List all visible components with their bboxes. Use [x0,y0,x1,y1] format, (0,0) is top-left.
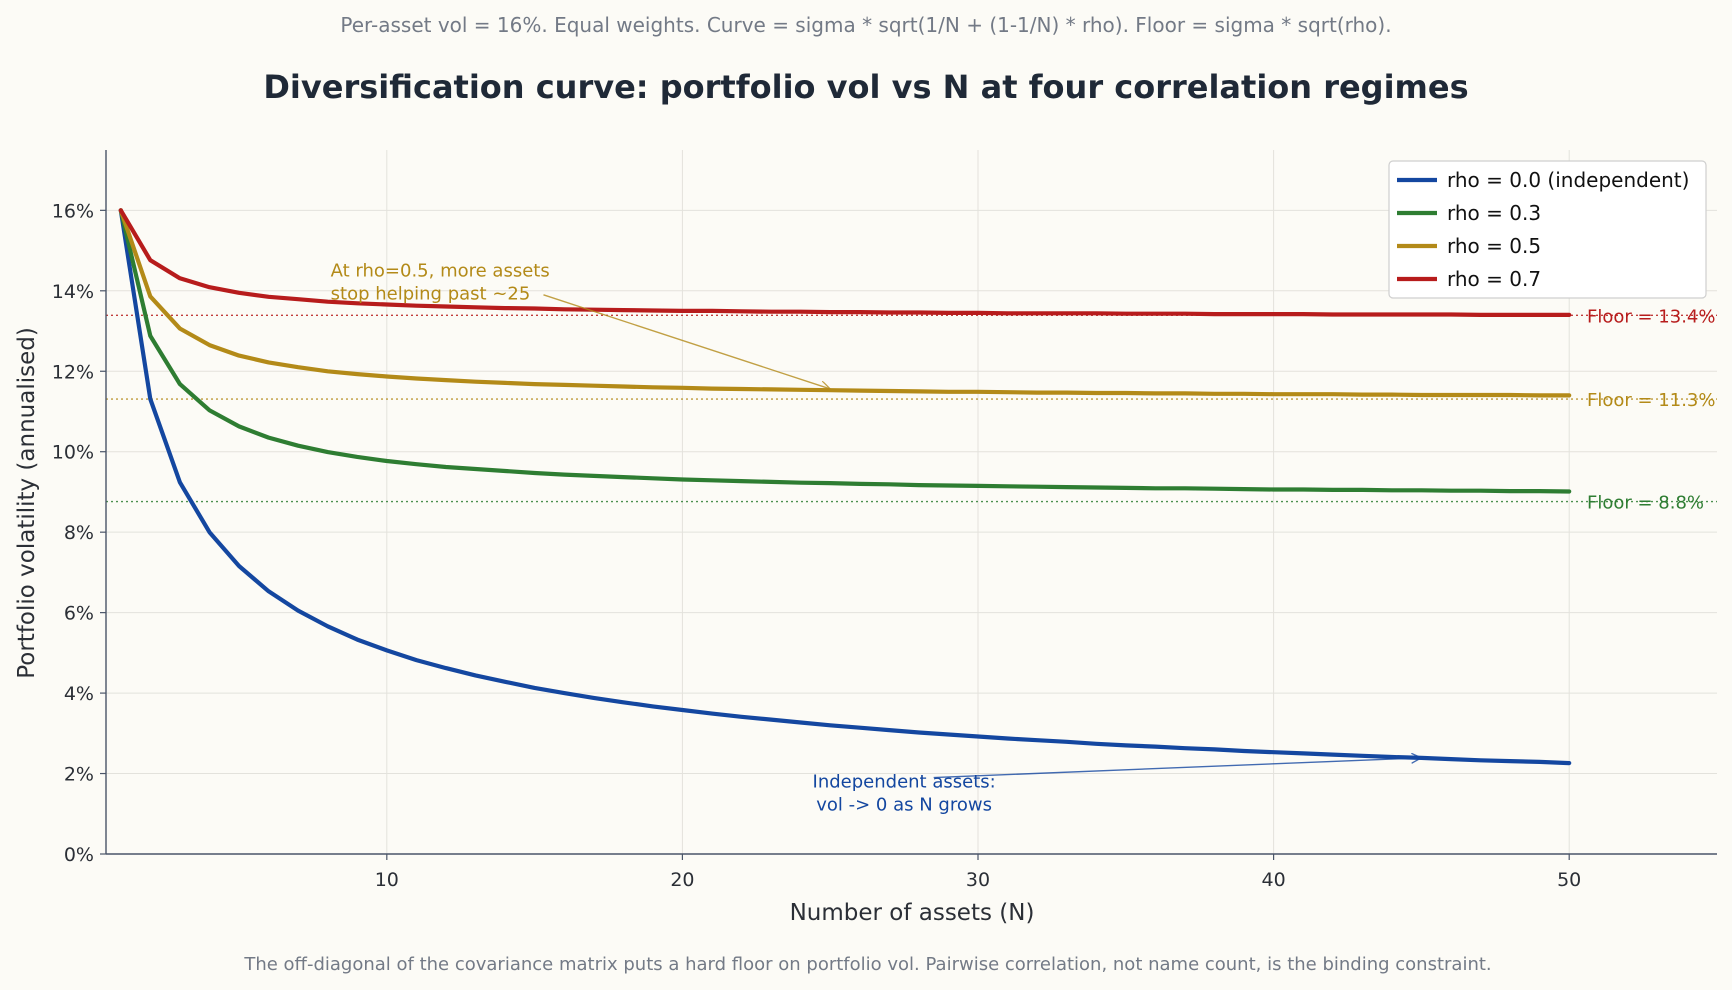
x-tick-label: 20 [670,869,694,891]
y-axis-label: Portfolio volatility (annualised) [14,327,40,679]
y-tick-label: 8% [64,522,94,544]
series-lines [118,208,1572,766]
floor-label: Floor = 8.8% [1587,493,1704,514]
floor-label: Floor = 13.4% [1587,306,1716,327]
annotation-arrow [933,758,1422,779]
legend-label: rho = 0.5 [1447,234,1541,258]
y-tick-label: 10% [52,442,94,464]
y-tick-label: 6% [64,603,94,625]
legend-label: rho = 0.0 (independent) [1447,168,1689,192]
x-axis-label: Number of assets (N) [790,900,1035,926]
y-tick-label: 14% [52,281,94,303]
annotation-text: At rho=0.5, more assets [331,261,550,282]
series-line [118,208,1572,398]
y-tick-label: 16% [52,200,94,222]
legend-label: rho = 0.7 [1447,267,1541,291]
floor-lines: Floor = 8.8% Floor = 11.3% Floor = 13.4% [106,306,1717,514]
y-tick-label: 0% [64,844,94,866]
series-line [118,208,1572,317]
legend-label: rho = 0.3 [1447,201,1541,225]
legend: rho = 0.0 (independent) rho = 0.3 rho = 0.… [1388,160,1707,299]
y-tick-label: 12% [52,361,94,383]
series-line [118,208,1572,494]
chart-subtitle: Per-asset vol = 16%. Equal weights. Curv… [340,13,1391,37]
chart-footer: The off-diagonal of the covariance matri… [243,954,1491,975]
annotation-text: vol -> 0 as N grows [816,795,992,816]
x-tick-label: 10 [375,869,399,891]
x-tick-label: 30 [966,869,990,891]
legend-box [1388,160,1707,299]
axes: 10 20 30 40 50 0% 2% 4% 6% 8% 10% 12% 14% 16% [52,150,1717,891]
series-line [118,208,1572,766]
x-tick-label: 40 [1262,869,1286,891]
y-tick-label: 2% [64,764,94,786]
annotation-text: Independent assets: [813,772,996,793]
y-tick-label: 4% [64,683,94,705]
x-tick-label: 50 [1557,869,1581,891]
annotation-arrow [543,294,830,389]
floor-label: Floor = 11.3% [1587,390,1716,411]
annotation-text: stop helping past ~25 [331,284,531,305]
chart-title: Diversification curve: portfolio vol vs … [263,68,1468,106]
